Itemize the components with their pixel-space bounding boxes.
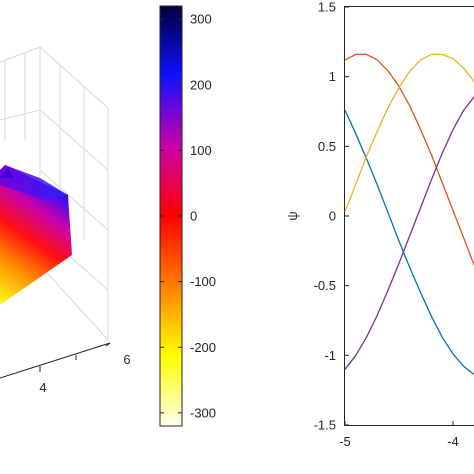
y-tick-label: -1.5 — [314, 418, 336, 433]
series-line — [344, 95, 474, 370]
surface-body — [0, 165, 72, 305]
y-tick-label: 1.5 — [318, 0, 336, 15]
surface-ridge — [0, 168, 14, 178]
surface-axes — [0, 342, 111, 379]
y-axis-label: ψ — [285, 211, 300, 220]
colorbar-tick-label: -100 — [190, 274, 216, 289]
y-tick-label: -1 — [324, 348, 336, 363]
series-line — [344, 109, 474, 376]
x-tick-label: -4 — [447, 434, 459, 449]
y-tick-label: 1 — [329, 69, 336, 84]
colorbar-tick-label: -200 — [190, 340, 216, 355]
y-tick-label: -0.5 — [314, 278, 336, 293]
y-tick-label: 0.5 — [318, 139, 336, 154]
colorbar-tick-label: -300 — [190, 405, 216, 420]
line-plot: 1.510.50-0.5-1-1.5-5-4-3 ψ — [285, 0, 474, 449]
line-plot-series — [344, 53, 474, 376]
colorbar: 300 200 100 0 -100 -200 -300 — [159, 5, 216, 427]
line-plot-ticks: 1.510.50-0.5-1-1.5-5-4-3 — [314, 0, 459, 449]
surface-tick-label: 6 — [123, 352, 130, 367]
colorbar-tick-label: 0 — [190, 209, 197, 224]
x-tick-label: -5 — [339, 434, 351, 449]
series-line — [344, 53, 474, 213]
y-tick-label: 0 — [329, 209, 336, 224]
colorbar-tick-label: 200 — [190, 77, 212, 92]
colorbar-tick-label: 100 — [190, 143, 212, 158]
colorbar-ticks: 300 200 100 0 -100 -200 -300 — [160, 12, 216, 420]
surface-plot: 46 — [0, 46, 131, 395]
surface-top — [0, 165, 68, 200]
series-line — [344, 53, 474, 267]
colorbar-tick-label: 300 — [190, 12, 212, 27]
surface-tick-labels: 46 — [39, 352, 130, 395]
surface-tick-label: 4 — [39, 380, 46, 395]
